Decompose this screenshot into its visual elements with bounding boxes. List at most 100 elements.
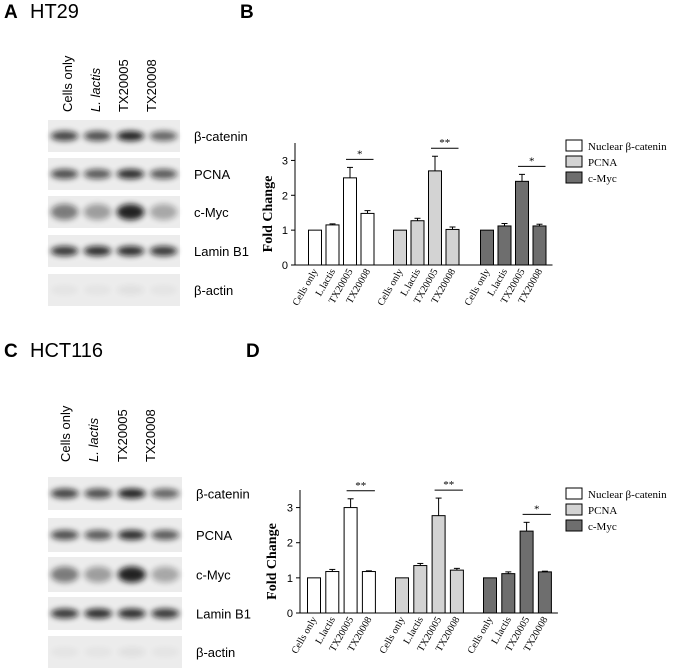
y-tick-label: 3 bbox=[287, 503, 293, 515]
blot-band bbox=[50, 530, 79, 540]
bar bbox=[480, 229, 494, 266]
blot-band bbox=[116, 204, 145, 220]
band-label: Lamin B1 bbox=[194, 244, 249, 259]
panel-title: HT29 bbox=[30, 1, 79, 23]
blot-band bbox=[117, 647, 146, 657]
blot-band bbox=[50, 608, 79, 619]
bar bbox=[537, 571, 552, 614]
blot-band bbox=[50, 566, 79, 583]
lane-label: TX20008 bbox=[143, 409, 158, 462]
significance-label: * bbox=[529, 155, 535, 167]
blot-band bbox=[151, 647, 179, 657]
blot-band bbox=[150, 285, 178, 295]
bar bbox=[515, 180, 529, 266]
legend-swatch bbox=[565, 171, 583, 184]
blot-band bbox=[50, 131, 79, 141]
legend-swatch bbox=[565, 487, 583, 500]
y-axis-label: Fold Change bbox=[261, 176, 276, 253]
blot-band bbox=[117, 530, 146, 540]
blot-strip bbox=[48, 636, 182, 668]
lane-label: L. lactis bbox=[88, 67, 103, 112]
band-label: β-catenin bbox=[196, 487, 250, 502]
legend-swatch bbox=[565, 503, 583, 516]
blot-band bbox=[84, 530, 113, 540]
legend-swatch bbox=[565, 155, 583, 168]
y-tick-label: 0 bbox=[282, 260, 288, 272]
blot-band bbox=[84, 647, 112, 657]
y-tick-label: 1 bbox=[287, 573, 293, 585]
blot-band bbox=[116, 285, 145, 295]
x-tick-label: Cells only bbox=[378, 615, 408, 656]
legend-label: Nuclear β-catenin bbox=[588, 141, 667, 153]
lane-label: TX20008 bbox=[144, 59, 159, 112]
band-label: c-Myc bbox=[194, 205, 229, 220]
blot-band bbox=[50, 488, 79, 499]
blot-band bbox=[117, 488, 146, 499]
blot-band bbox=[51, 285, 79, 295]
blot-band bbox=[50, 204, 79, 220]
blot-band bbox=[84, 285, 112, 295]
blot-band bbox=[149, 131, 178, 141]
chart-letter: D bbox=[246, 341, 260, 362]
lane-label: TX20005 bbox=[115, 409, 130, 462]
panel-letter: C bbox=[4, 341, 18, 362]
blot-band bbox=[151, 608, 180, 619]
bar bbox=[325, 571, 340, 614]
band-label: c-Myc bbox=[196, 568, 231, 583]
significance-label: * bbox=[534, 503, 540, 515]
blot-band bbox=[117, 566, 146, 583]
bar bbox=[343, 177, 357, 266]
y-tick-label: 3 bbox=[282, 155, 288, 167]
lane-label: L. lactis bbox=[86, 417, 101, 462]
bar bbox=[413, 565, 428, 614]
bar bbox=[497, 225, 512, 266]
blot-band bbox=[116, 169, 145, 179]
blot-band bbox=[116, 131, 145, 141]
blot-strip bbox=[48, 274, 180, 306]
x-tick-label: Cells only bbox=[466, 615, 496, 656]
legend-label: Nuclear β-catenin bbox=[588, 489, 667, 501]
bar bbox=[307, 577, 321, 614]
band-label: PCNA bbox=[194, 167, 230, 182]
blot-band bbox=[151, 488, 180, 499]
legend-swatch bbox=[565, 519, 583, 532]
bar bbox=[308, 229, 322, 266]
band-label: Lamin B1 bbox=[196, 607, 251, 622]
bar bbox=[532, 225, 547, 266]
lane-label: Cells only bbox=[60, 55, 75, 112]
bar bbox=[360, 212, 375, 266]
blot-band bbox=[83, 246, 112, 256]
legend-swatch bbox=[565, 139, 583, 152]
blot-band bbox=[50, 246, 79, 256]
x-tick-label: Cells only bbox=[290, 615, 320, 656]
legend-label: c-Myc bbox=[588, 521, 617, 533]
significance-label: ** bbox=[439, 137, 450, 149]
significance-label: ** bbox=[443, 479, 454, 491]
significance-label: ** bbox=[355, 480, 366, 492]
panel-letter: A bbox=[4, 2, 18, 23]
y-tick-label: 1 bbox=[282, 225, 288, 237]
legend-label: c-Myc bbox=[588, 173, 617, 185]
blot-band bbox=[149, 246, 178, 256]
significance-label: * bbox=[357, 148, 363, 160]
bar bbox=[395, 577, 409, 614]
bar bbox=[449, 569, 464, 614]
band-label: β-actin bbox=[194, 283, 233, 298]
bar bbox=[519, 530, 534, 614]
blot-band bbox=[83, 169, 112, 179]
blot-band bbox=[84, 566, 113, 583]
bar bbox=[410, 220, 425, 266]
legend-label: PCNA bbox=[588, 157, 617, 169]
blot-band bbox=[51, 647, 79, 657]
y-tick-label: 2 bbox=[282, 190, 288, 202]
bar bbox=[393, 229, 407, 266]
y-axis-label: Fold Change bbox=[265, 523, 280, 600]
bar bbox=[501, 573, 516, 614]
y-tick-label: 2 bbox=[287, 538, 293, 550]
blot-band bbox=[84, 488, 113, 499]
chart-letter: B bbox=[240, 2, 254, 23]
bar bbox=[431, 515, 446, 614]
